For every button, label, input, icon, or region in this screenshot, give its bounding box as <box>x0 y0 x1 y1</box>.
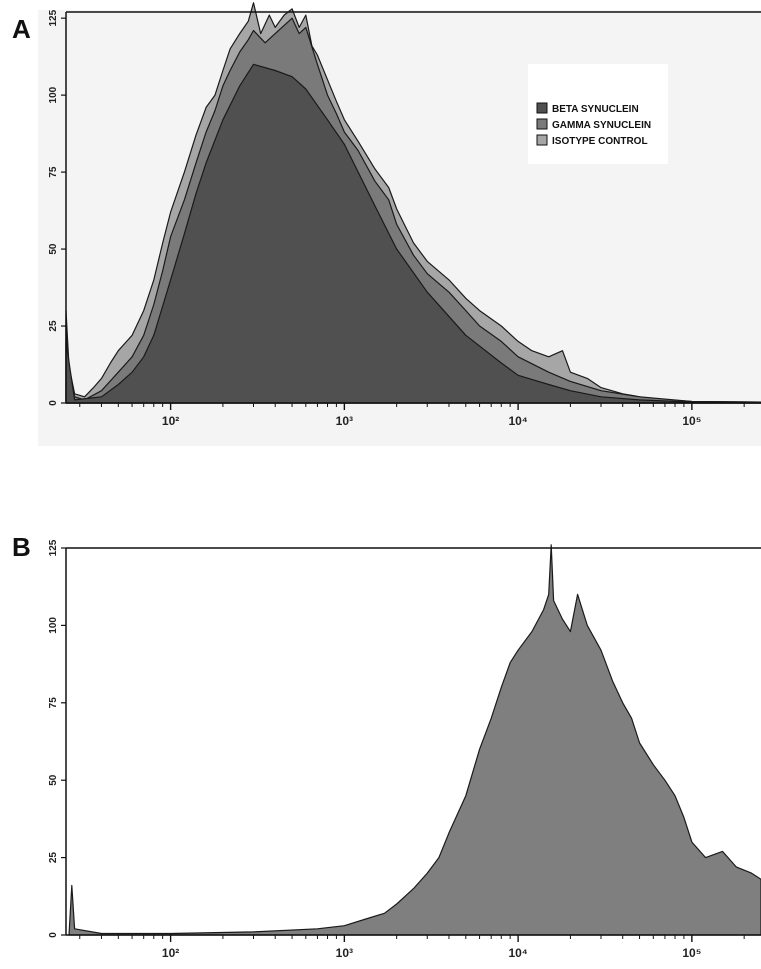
x-tick-label: 10⁵ <box>682 414 701 428</box>
panel-label: A <box>12 14 31 44</box>
y-tick-label: 0 <box>48 400 59 406</box>
legend-box <box>528 64 668 164</box>
y-tick-label: 100 <box>48 617 59 634</box>
y-tick-label: 25 <box>48 320 59 332</box>
y-tick-label: 75 <box>48 697 59 709</box>
legend-label: GAMMA SYNUCLEIN <box>552 120 651 131</box>
y-tick-label: 100 <box>48 86 59 103</box>
legend-label: BETA SYNUCLEIN <box>552 104 639 115</box>
x-tick-label: 10³ <box>336 414 353 428</box>
series-area-beta-synuclein <box>65 63 761 404</box>
legend-swatch <box>536 134 548 146</box>
panel-a-chart: A 0 25 50 75 100 125 10² 10³ 10⁴ 10⁵ BETA SYNUCLEIN… <box>12 2 761 446</box>
y-tick-label: 0 <box>48 932 59 938</box>
x-tick-label: 10⁴ <box>508 414 527 428</box>
x-tick-label: 10⁴ <box>508 946 527 960</box>
x-tick-label: 10³ <box>336 946 353 960</box>
y-tick-label: 25 <box>48 852 59 864</box>
panel-b-chart: B 0 25 50 75 100 125 10² 10³ 10⁴ 10⁵ <box>12 532 761 960</box>
y-tick-label: 75 <box>48 166 59 178</box>
y-tick-label: 125 <box>48 539 59 556</box>
legend-swatch <box>536 118 548 130</box>
legend-swatch <box>536 102 548 114</box>
x-tick-label: 10² <box>162 414 179 428</box>
y-tick-label: 50 <box>48 243 59 255</box>
y-tick-label: 50 <box>48 774 59 786</box>
x-tick-label: 10² <box>162 946 179 960</box>
y-tick-label: 125 <box>48 9 59 26</box>
legend-label: ISOTYPE CONTROL <box>552 136 648 147</box>
x-tick-label: 10⁵ <box>682 946 701 960</box>
panel-label: B <box>12 532 31 562</box>
series-area-events <box>68 544 761 936</box>
